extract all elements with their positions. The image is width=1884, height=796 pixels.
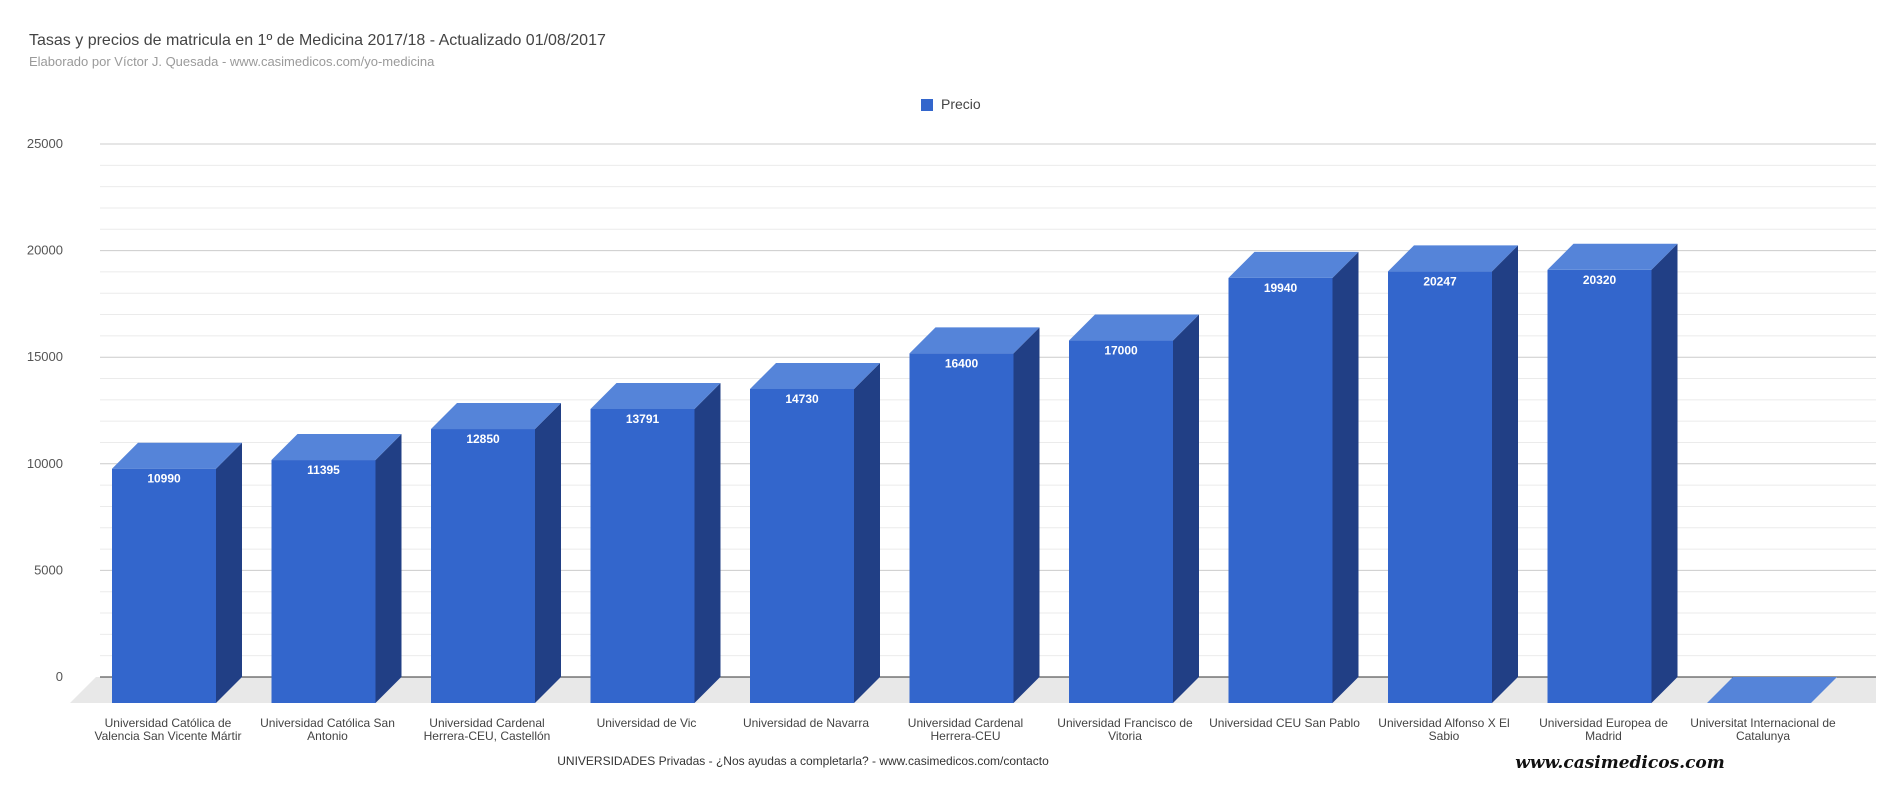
x-tick-label: Universidad de Vic [597,716,697,730]
bar-side-face [1651,243,1678,704]
y-tick-label: 25000 [27,136,63,151]
bar-side-face [216,442,242,703]
bar: 11395 [271,434,402,703]
bar-front-face [590,408,695,703]
bar-front-face [271,460,376,703]
x-tick-label: Universidad Católica San Antonio [260,716,395,743]
chart-title: Tasas y precios de matricula en 1º de Me… [29,32,606,49]
x-axis-title: UNIVERSIDADES Privadas - ¿Nos ayudas a c… [557,754,1049,768]
bar: 19940 [1228,251,1359,703]
y-tick-label: 10000 [27,456,63,471]
bar-top-face [1069,314,1199,341]
x-tick-label: Universidad Católica de Valencia San Vice… [95,716,242,743]
bar-top-face [1707,677,1837,703]
x-axis: Universidad Católica de Valencia San Vice… [95,716,1837,743]
data-label: 17000 [1104,344,1138,358]
bar-front-face [112,468,216,703]
bar-front-face [1228,277,1333,703]
legend-swatch-precio [921,99,933,111]
x-tick-label: Universidad Cardenal Herrera-CEU, Castell… [424,716,551,743]
data-label: 10990 [147,472,181,486]
y-tick-label: 5000 [34,562,63,577]
data-label: 16400 [945,356,979,370]
bar-top-face [909,327,1040,354]
bar-front-face [750,388,854,703]
data-label: 11395 [307,463,340,477]
y-tick-label: 20000 [27,243,63,258]
x-tick-label: Universidad Francisco de Vitoria [1057,716,1193,743]
bar-front-face [1547,269,1652,703]
x-tick-label: Universidad CEU San Pablo [1209,716,1360,730]
y-axis: 0 5000 10000 15000 20000 25000 [27,136,63,684]
bar-side-face [854,362,880,703]
x-tick-label: Universidad de Navarra [743,716,869,730]
bar-side-face [1332,251,1359,703]
bar-top-face [590,382,721,409]
chart-subtitle: Elaborado por Víctor J. Quesada - www.ca… [29,54,435,69]
bar-top-face [1388,245,1518,272]
bar-top-face [1547,243,1678,270]
bar-side-face [535,403,561,703]
data-label: 13791 [626,412,660,426]
y-tick-label: 15000 [27,349,63,364]
data-label: 20247 [1423,274,1457,288]
bar: 17000 [1069,314,1199,703]
x-tick-label: Universidad Alfonso X El Sabio [1378,716,1509,743]
legend: Precio [921,96,981,112]
data-label: 20320 [1583,273,1617,287]
bar-top-face [112,442,242,469]
bar-side-face [1013,327,1040,703]
data-label: 14730 [785,392,819,406]
bar-front-face [1388,271,1492,703]
bar: 14730 [750,362,880,703]
bar-top-face [750,362,880,389]
bar-top-face [271,434,402,461]
bar-side-face [1492,245,1518,703]
bar-front-face [1069,340,1173,703]
y-tick-label: 0 [56,669,63,684]
watermark-text: www.casimedicos.com [1515,753,1725,773]
data-label: 19940 [1264,281,1298,295]
bar: 12850 [431,403,561,703]
bar-front-face [909,353,1014,703]
x-tick-label: Universitat Internacional de Catalunya [1690,716,1836,743]
bar-top-face [431,403,561,430]
bar-top-face [1228,251,1359,278]
bars: 10990 11395 12850 13791 14730 16400 17000 19940… [112,243,1837,704]
bar-side-face [694,382,721,703]
bar-front-face [431,429,535,703]
bar: 13791 [590,382,721,703]
data-label: 12850 [466,432,500,446]
bar: 20320 [1547,243,1678,704]
bar: 20247 [1388,245,1518,703]
bar: 16400 [909,327,1040,703]
bar-side-face [375,434,402,703]
bar-side-face [1173,314,1199,703]
legend-label-precio: Precio [941,96,981,112]
bar: 10990 [112,442,242,703]
x-tick-label: Universidad Europea de Madrid [1539,716,1668,743]
bar [1707,677,1837,703]
x-tick-label: Universidad Cardenal Herrera-CEU [908,716,1023,743]
